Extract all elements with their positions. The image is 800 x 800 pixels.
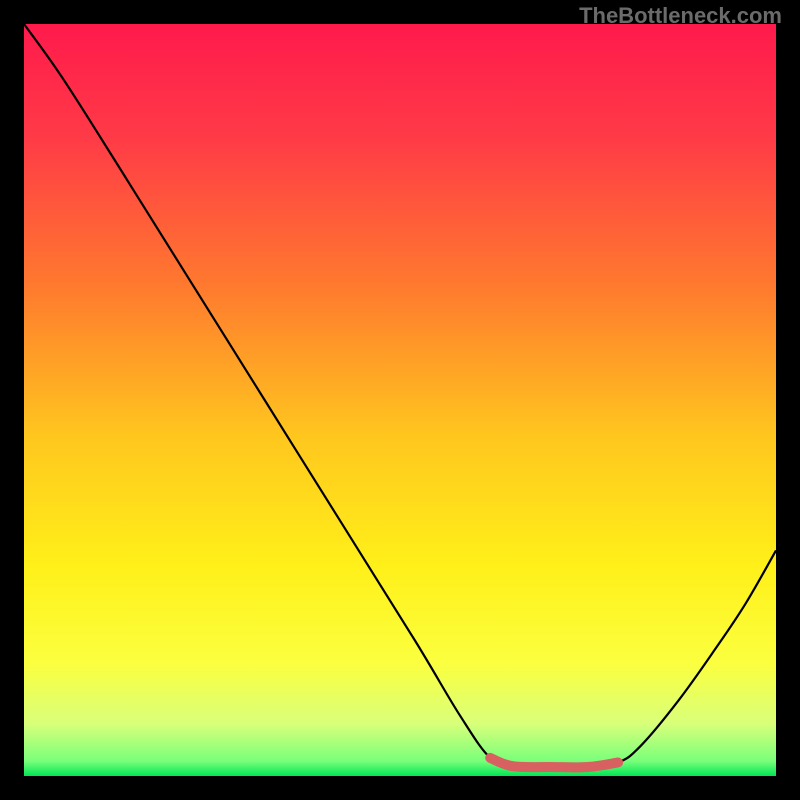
- plot-background: [24, 24, 776, 776]
- watermark-text: TheBottleneck.com: [579, 3, 782, 29]
- bottleneck-chart: [0, 0, 800, 800]
